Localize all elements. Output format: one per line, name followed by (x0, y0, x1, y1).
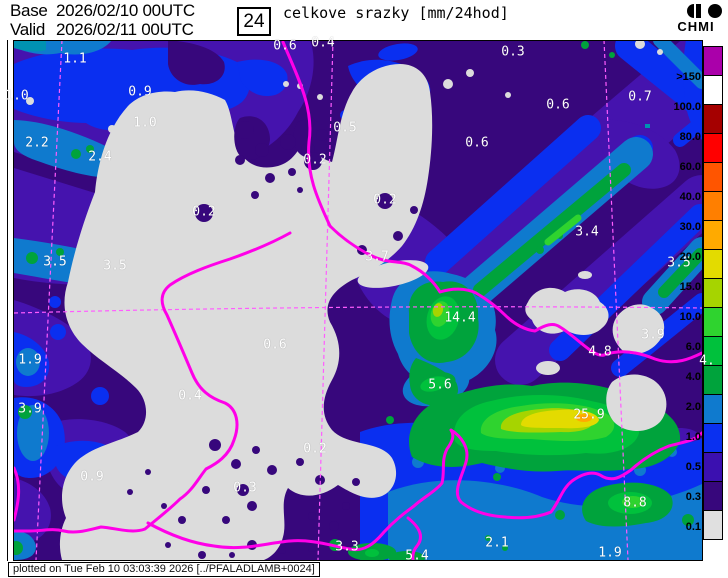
amber-20-30-core (576, 414, 592, 422)
colorbar-segment (703, 104, 723, 134)
chmi-logo-glyphs-icon (687, 4, 722, 18)
colorbar-label: 60.0 (679, 161, 701, 173)
valid-value: 2026/02/11 00UTC (56, 20, 194, 39)
chmi-logo-icon (669, 3, 723, 19)
border-de-pl (281, 40, 332, 228)
base-value: 2026/02/10 00UTC (56, 1, 195, 20)
gridline-vertical-right (603, 40, 629, 560)
teal-speck (645, 124, 650, 128)
colorbar-segment (703, 307, 723, 337)
base-label: Base (10, 1, 48, 20)
colorbar-label: 0.3 (685, 491, 701, 503)
yellow-15-20-region (521, 409, 599, 429)
colorbar-segment (703, 162, 723, 192)
colorbar-segment (703, 249, 723, 279)
teal-region (14, 40, 46, 52)
colorbar-label: 100.0 (673, 101, 701, 113)
page-left-rule (7, 0, 8, 578)
gridline-vertical-middle (317, 40, 334, 560)
colorbar-segment (703, 423, 723, 453)
colorbar-label: >150 (676, 71, 701, 83)
latlon-gridlines (14, 40, 702, 560)
colorbar-label: 1.0 (685, 431, 701, 443)
colorbar-segment (703, 481, 723, 511)
valid-label: Valid (10, 20, 46, 39)
footer: plotted on Tue Feb 10 03:03:39 2026 [../… (0, 561, 728, 578)
colorbar-label: 4.0 (685, 371, 701, 383)
page-title: celkove srazky [mm/24hod] (283, 4, 509, 22)
base-time-row: Base 2026/02/10 00UTC (10, 1, 195, 21)
colorbar-segment (703, 452, 723, 482)
border-at-stub (406, 516, 422, 560)
header: Base 2026/02/10 00UTC Valid 2026/02/11 00U… (0, 0, 728, 40)
colorbar-segment (703, 510, 723, 540)
colorbar-label: 10.0 (679, 311, 701, 323)
chmi-logo: CHMI (669, 3, 723, 34)
country-borders (14, 40, 702, 560)
precipitation-colorbar (703, 46, 723, 540)
plot-timestamp: plotted on Tue Feb 10 03:03:39 2026 [../… (8, 562, 320, 577)
colorbar-label: 0.5 (685, 461, 701, 473)
colorbar-label: 20.0 (679, 251, 701, 263)
colorbar-segment (703, 336, 723, 366)
colorbar-segment (703, 133, 723, 163)
valid-time-row: Valid 2026/02/11 00UTC (10, 20, 194, 40)
colorbar-label: 30.0 (679, 221, 701, 233)
gridline-vertical-left (35, 40, 63, 560)
border-cz-southeast (146, 428, 702, 552)
colorbar-segment (703, 394, 723, 424)
colorbar-label: 0.1 (685, 521, 701, 533)
colorbar-label: 2.0 (685, 401, 701, 413)
colorbar-label: 6.0 (685, 341, 701, 353)
dry-gray-regions (26, 40, 667, 560)
map-frame (13, 40, 703, 561)
border-cz-west (14, 231, 292, 534)
colorbar-segment (703, 365, 723, 395)
colorbar-segment (703, 278, 723, 308)
colorbar-label: 40.0 (679, 191, 701, 203)
colorbar-segment (703, 75, 723, 105)
forecast-step-badge: 24 (237, 7, 271, 36)
colorbar-label: 15.0 (679, 281, 701, 293)
colorbar-segment (703, 220, 723, 250)
chmi-logo-text: CHMI (677, 19, 715, 34)
colorbar-label: 80.0 (679, 131, 701, 143)
border-cz-north (328, 224, 702, 364)
colorbar-segment (703, 191, 723, 221)
border-de-at (14, 466, 21, 522)
colorbar-segment (703, 46, 723, 76)
gridline-horizontal (14, 306, 702, 314)
